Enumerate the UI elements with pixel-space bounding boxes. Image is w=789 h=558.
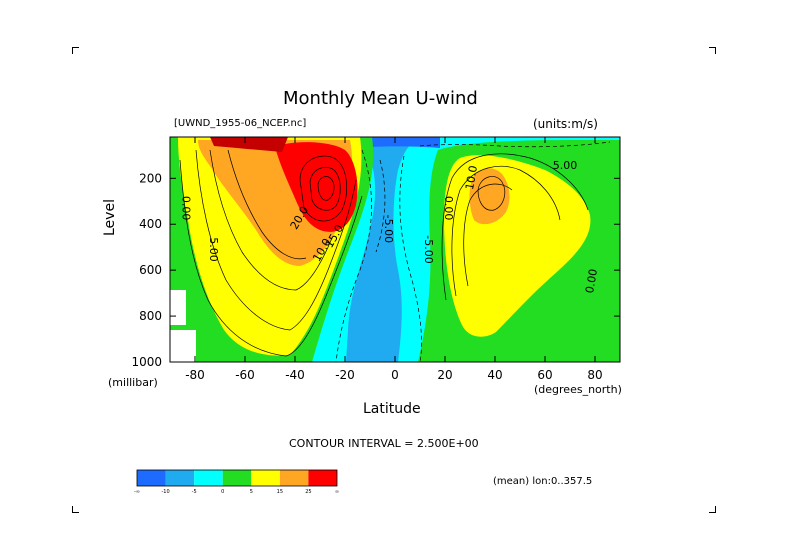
x-tick-label: 60 (537, 368, 552, 382)
negative-contour-lines (335, 141, 611, 362)
nh-contour-2 (451, 165, 561, 297)
y-tick-label: 800 (139, 309, 162, 323)
contour-value-label: 0.00 (180, 196, 193, 221)
contour-value-label: -5.00 (382, 215, 395, 243)
colorbar-tick-label: -5 (192, 489, 197, 495)
x-tick-label: -20 (335, 368, 355, 382)
x-tick-label: -80 (185, 368, 205, 382)
contour-value-label: 0.00 (583, 268, 600, 294)
y-tick-label: 400 (139, 217, 162, 231)
colorbar-tick-label: 15 (277, 489, 283, 495)
x-axis-unit: (degrees_north) (534, 383, 622, 396)
sh-jet-core-red (275, 142, 358, 232)
sh-contour-2 (195, 149, 357, 331)
colorbar-swatch (222, 470, 252, 486)
colorbar-tick-label: ∞ (335, 489, 339, 495)
contour-value-label: 0.00 (442, 196, 455, 221)
contour-interval-label: CONTOUR INTERVAL = 2.500E+00 (289, 437, 479, 450)
nh-jet-ring (477, 176, 506, 211)
colorbar-swatch (165, 470, 195, 486)
y-tick-label: 200 (139, 171, 162, 185)
sh-contour-3 (209, 149, 333, 291)
crop-mark-bottom-right (709, 506, 716, 513)
low-level-white-patch-2 (170, 330, 196, 362)
y-tick-label: 1000 (131, 355, 162, 369)
x-tick-label: 80 (587, 368, 602, 382)
sh-jet-ring-2 (309, 167, 341, 211)
x-tick-label: 40 (487, 368, 502, 382)
x-tick-label: -40 (285, 368, 305, 382)
units-label: (units:m/s) (533, 117, 598, 131)
colorbar-frame (136, 469, 338, 487)
contour-value-label: 5.00 (207, 237, 220, 262)
easterly-dashed-4 (419, 141, 611, 148)
nh-westerly-orange (469, 168, 510, 225)
x-axis-label: Latitude (363, 401, 421, 417)
averaging-label: (mean) lon:0..357.5 (493, 476, 593, 487)
colorbar-tick-label: 5 (250, 489, 253, 495)
contour-lines (179, 149, 589, 357)
crop-mark-top-left (72, 47, 79, 54)
contour-value-label: 10.0 (463, 165, 480, 191)
contour-value-label: -5.00 (422, 235, 435, 263)
colorbar-swatch (137, 470, 166, 486)
y-axis-unit: (millibar) (108, 376, 158, 389)
colorbar-tick-label: 25 (305, 489, 311, 495)
x-tick-label: -60 (235, 368, 255, 382)
x-tick-label: 0 (391, 368, 399, 382)
easterly-dashed-3 (375, 159, 386, 253)
nh-contour-3 (463, 183, 513, 287)
contour-value-label: 5.00 (553, 159, 578, 172)
easterly-band-blue (346, 140, 420, 362)
sh-jet-ring-3 (317, 176, 335, 201)
colorbar-swatch (279, 470, 309, 486)
colorbar-tick-label: -∞ (134, 489, 140, 495)
dataset-label: [UWND_1955-06_NCEP.nc] (174, 118, 307, 129)
colorbar-swatch (308, 470, 337, 486)
sh-contour-1 (179, 159, 363, 357)
crop-mark-top-right (709, 47, 716, 54)
sh-jet-ring-1 (299, 155, 348, 222)
colorbar-tick-label: -10 (161, 489, 169, 495)
x-tick-label: 20 (437, 368, 452, 382)
crop-mark-bottom-left (72, 506, 79, 513)
axes-layer: -80 -60 -40 -20 0 20 40 60 80 200 400 600 800 1000 (131, 137, 620, 382)
easterly-dashed-2 (399, 155, 422, 362)
y-tick-label: 600 (139, 263, 162, 277)
filled-contour-field (170, 137, 620, 362)
chart-title: Monthly Mean U-wind (283, 88, 478, 109)
sh-contour-4 (227, 149, 307, 260)
colorbar-swatch (194, 470, 223, 486)
nh-contour-1 (441, 153, 589, 301)
sh-jet-top-dark (210, 137, 288, 152)
colorbar-tick-label: 0 (221, 489, 224, 495)
colorbar-swatch (251, 470, 280, 486)
easterly-dashed-1 (335, 149, 372, 362)
